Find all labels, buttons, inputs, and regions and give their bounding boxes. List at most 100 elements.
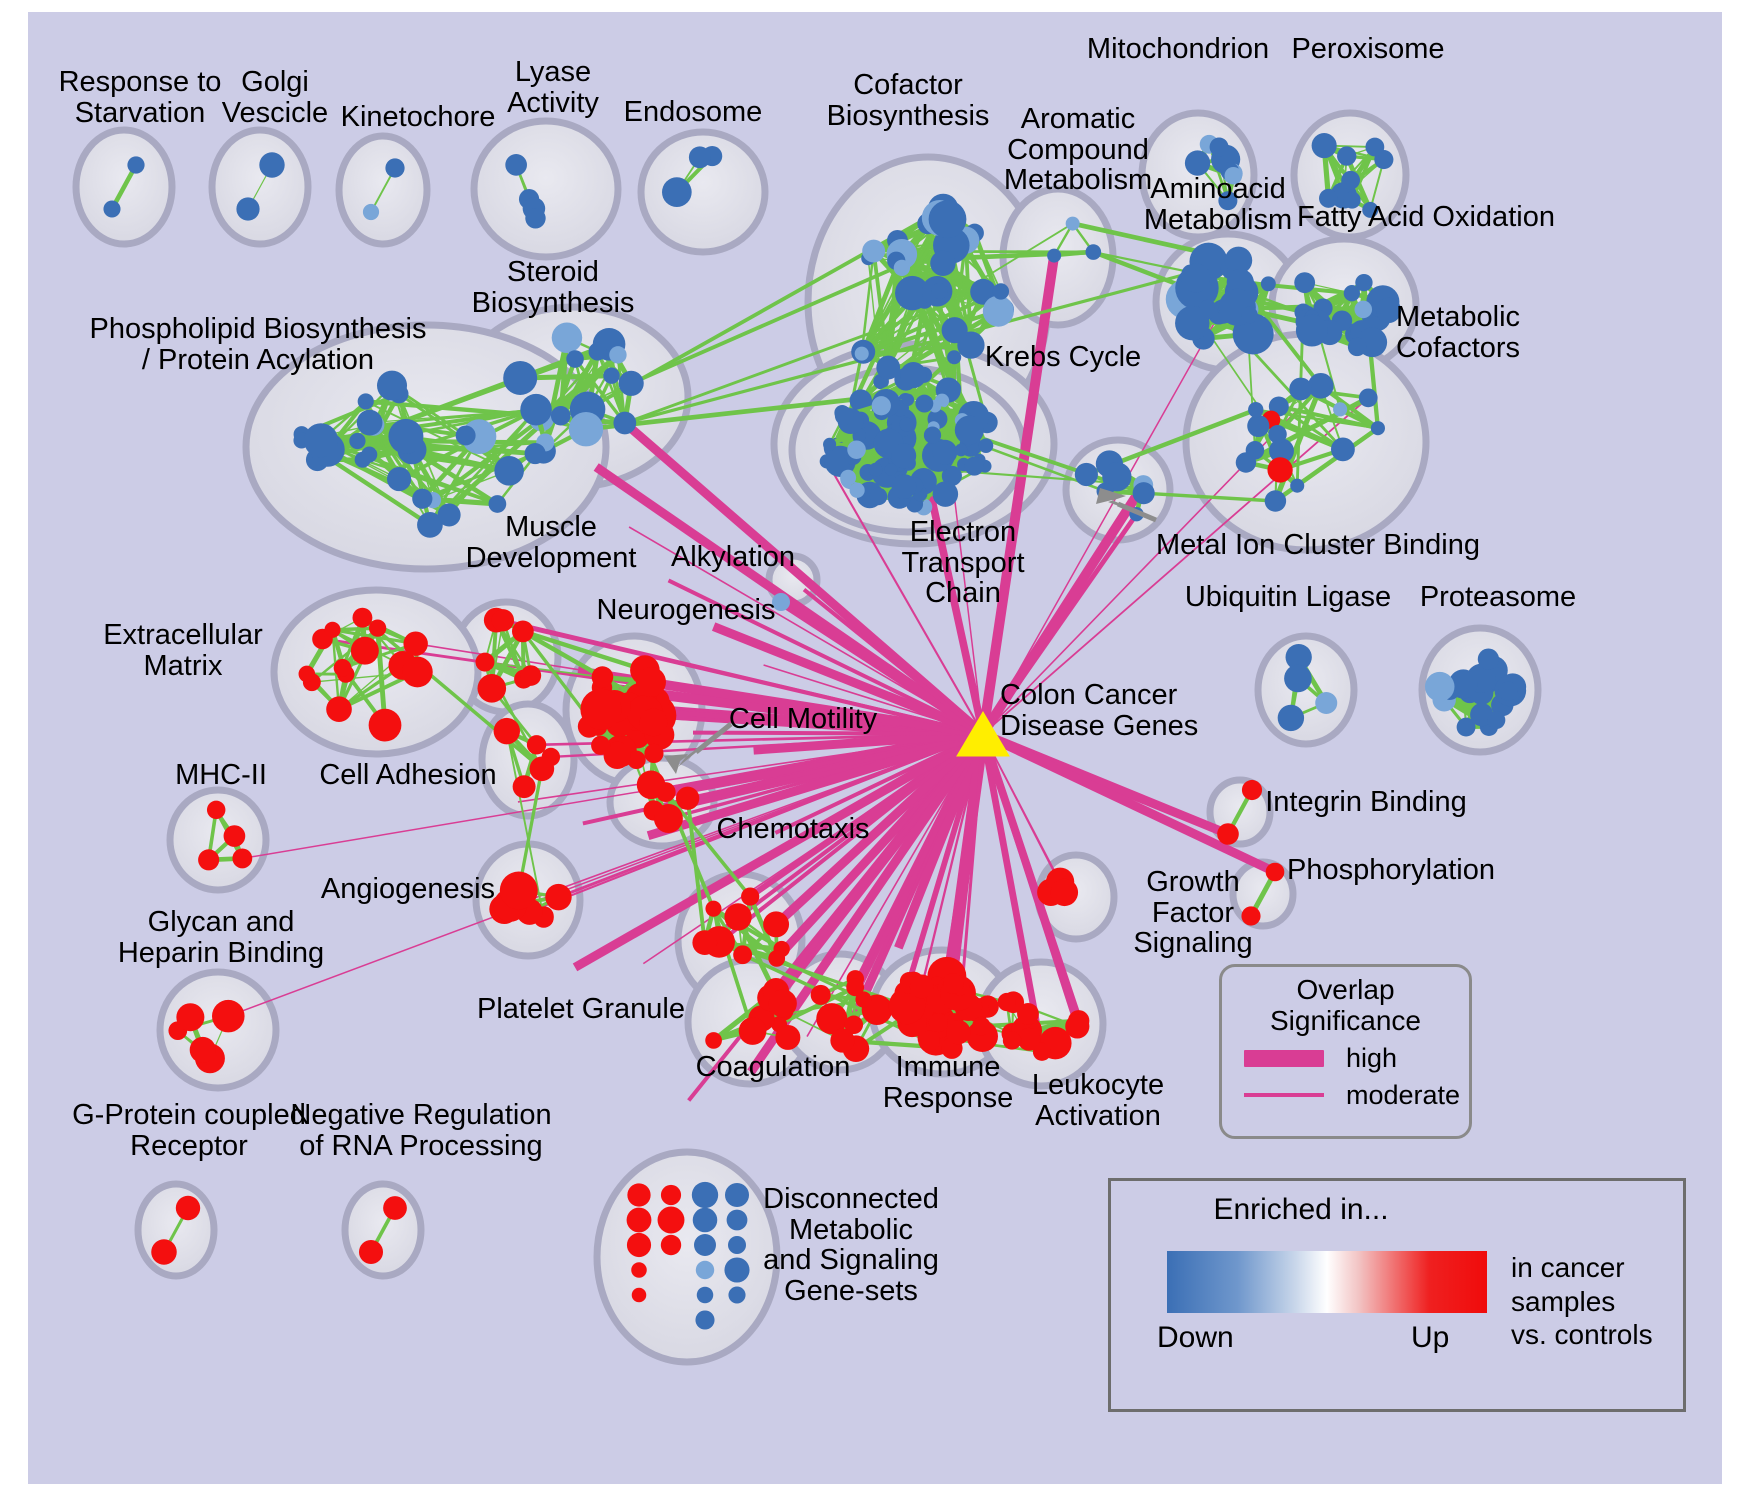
gene-set-node[interactable] <box>992 283 1010 300</box>
gene-set-node[interactable] <box>844 1015 864 1035</box>
cluster-phosphorylation[interactable] <box>1241 862 1285 926</box>
gene-set-node[interactable] <box>1295 314 1329 347</box>
gene-set-node[interactable] <box>1498 681 1518 701</box>
gene-set-node[interactable] <box>869 487 888 506</box>
gene-set-node[interactable] <box>695 1310 715 1330</box>
cluster-halo-endosome[interactable] <box>637 128 769 256</box>
cluster-halo-lyase-activity[interactable] <box>470 117 622 261</box>
gene-set-node[interactable] <box>1065 1014 1090 1039</box>
cluster-chemotaxis[interactable] <box>692 887 790 967</box>
gene-set-node[interactable] <box>1218 191 1238 211</box>
gene-set-node[interactable] <box>568 412 604 447</box>
gene-set-node[interactable] <box>618 370 644 396</box>
gene-set-node[interactable] <box>1358 388 1378 408</box>
gene-set-node[interactable] <box>475 652 495 672</box>
gene-set-node[interactable] <box>772 593 790 611</box>
gene-set-node[interactable] <box>591 735 611 755</box>
gene-set-node[interactable] <box>358 1239 384 1265</box>
gene-set-node[interactable] <box>551 322 583 353</box>
gene-set-node[interactable] <box>1477 648 1500 670</box>
gene-set-node[interactable] <box>733 945 753 965</box>
gene-set-node[interactable] <box>1132 482 1155 505</box>
gene-set-node[interactable] <box>1343 191 1361 209</box>
gene-set-node[interactable] <box>349 432 366 450</box>
cluster-steroid-biosynthesis[interactable] <box>503 322 644 464</box>
gene-set-node[interactable] <box>524 443 546 465</box>
gene-set-node[interactable] <box>387 466 412 492</box>
gene-set-node[interactable] <box>741 887 760 906</box>
gene-set-node[interactable] <box>1268 425 1287 444</box>
gene-set-node[interactable] <box>932 481 959 507</box>
gene-set-node[interactable] <box>644 743 664 764</box>
gene-set-node[interactable] <box>206 800 226 820</box>
gene-set-node[interactable] <box>901 393 915 406</box>
gene-set-node[interactable] <box>895 275 930 311</box>
gene-set-node[interactable] <box>388 418 424 454</box>
gene-set-node[interactable] <box>1284 664 1312 693</box>
cluster-response-to-starvation[interactable] <box>103 156 145 218</box>
gene-set-node[interactable] <box>724 903 752 931</box>
gene-set-node[interactable] <box>494 455 524 486</box>
gene-set-node[interactable] <box>1017 1027 1041 1051</box>
cluster-g-protein-coupled-receptor[interactable] <box>151 1195 201 1265</box>
gene-set-node[interactable] <box>326 696 352 723</box>
gene-set-node[interactable] <box>1269 438 1294 464</box>
gene-set-node[interactable] <box>694 1234 716 1256</box>
gene-set-node[interactable] <box>368 708 402 742</box>
cluster-halo-disconnected-gene-sets[interactable] <box>593 1148 781 1366</box>
gene-set-node[interactable] <box>657 1206 685 1234</box>
gene-set-node[interactable] <box>1184 150 1211 176</box>
gene-set-node[interactable] <box>550 405 571 426</box>
gene-set-node[interactable] <box>176 1003 205 1032</box>
gene-set-node[interactable] <box>871 396 891 416</box>
gene-set-node[interactable] <box>491 609 515 632</box>
cluster-endosome[interactable] <box>662 146 723 207</box>
gene-set-node[interactable] <box>526 735 547 755</box>
gene-set-node[interactable] <box>884 463 898 476</box>
cluster-electron-transport-chain[interactable] <box>823 388 994 513</box>
gene-set-node[interactable] <box>1209 137 1229 157</box>
gene-set-node[interactable] <box>849 389 872 412</box>
gene-set-node[interactable] <box>1224 166 1243 185</box>
gene-set-node[interactable] <box>724 1182 750 1208</box>
gene-set-node[interactable] <box>377 370 408 401</box>
gene-set-node[interactable] <box>1337 146 1357 166</box>
gene-set-node[interactable] <box>175 1195 201 1221</box>
gene-set-node[interactable] <box>909 974 934 999</box>
gene-set-node[interactable] <box>862 239 886 263</box>
gene-set-node[interactable] <box>603 367 620 384</box>
gene-set-node[interactable] <box>1074 462 1098 487</box>
gene-set-node[interactable] <box>1241 906 1261 926</box>
gene-set-node[interactable] <box>705 900 722 917</box>
gene-set-node[interactable] <box>891 443 917 469</box>
gene-set-node[interactable] <box>768 950 786 967</box>
gene-set-node[interactable] <box>768 989 797 1018</box>
gene-set-node[interactable] <box>893 259 911 276</box>
gene-set-node[interactable] <box>823 437 837 451</box>
gene-set-node[interactable] <box>580 688 622 730</box>
gene-set-node[interactable] <box>932 439 958 465</box>
gene-set-node[interactable] <box>1235 452 1257 473</box>
gene-set-node[interactable] <box>520 393 552 426</box>
gene-set-node[interactable] <box>1175 305 1210 341</box>
gene-set-node[interactable] <box>691 1181 719 1209</box>
gene-set-node[interactable] <box>1289 377 1313 401</box>
cluster-fatty-acid-oxidation[interactable] <box>1294 272 1402 358</box>
gene-set-node[interactable] <box>303 423 339 458</box>
cluster-integrin-binding[interactable] <box>1217 779 1263 845</box>
cluster-halo-glycan-heparin-binding[interactable] <box>156 968 280 1092</box>
gene-set-node[interactable] <box>520 665 542 686</box>
gene-set-node[interactable] <box>930 250 956 276</box>
gene-set-node[interactable] <box>412 488 433 509</box>
gene-set-node[interactable] <box>362 203 380 221</box>
gene-set-node[interactable] <box>1050 878 1079 907</box>
gene-set-node[interactable] <box>1456 717 1476 737</box>
cluster-halo-cell-adhesion[interactable] <box>478 700 578 820</box>
gene-set-node[interactable] <box>1343 285 1361 302</box>
gene-set-node[interactable] <box>437 503 461 527</box>
gene-set-node[interactable] <box>662 177 692 207</box>
cluster-disconnected-gene-sets[interactable] <box>626 1181 750 1330</box>
cluster-muscle-development[interactable] <box>475 607 542 703</box>
gene-set-node[interactable] <box>503 360 538 395</box>
gene-set-node[interactable] <box>1264 490 1287 512</box>
